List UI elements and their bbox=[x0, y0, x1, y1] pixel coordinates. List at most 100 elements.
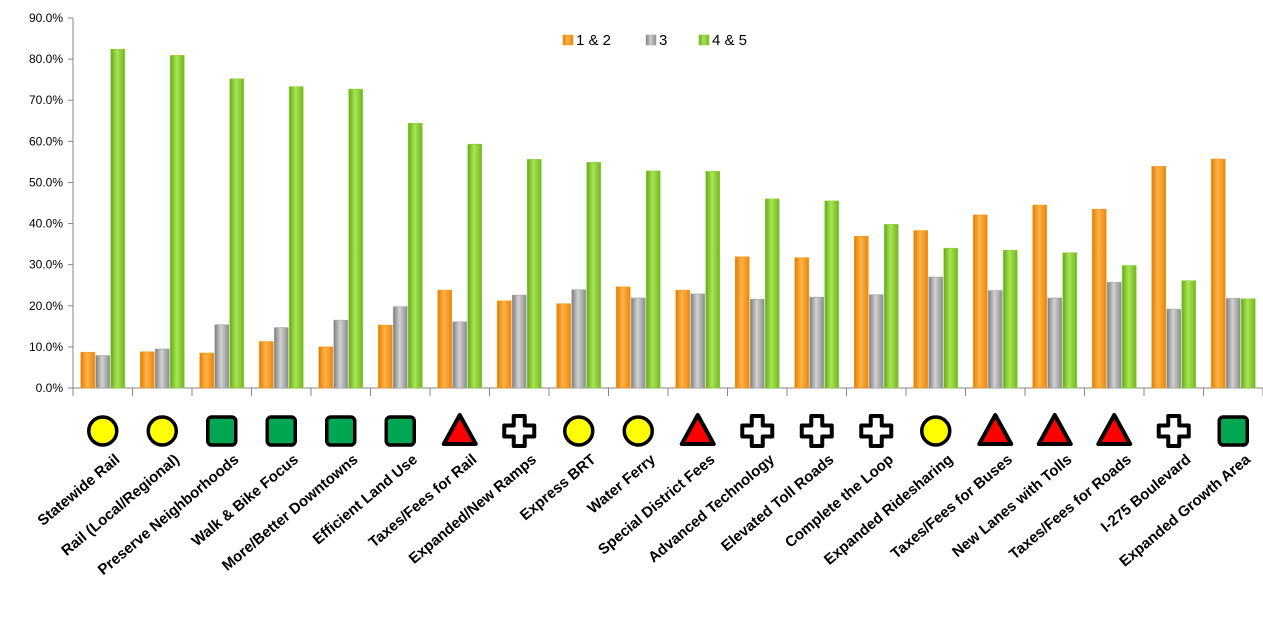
green-square-icon bbox=[384, 415, 416, 447]
bar-1-2-0 bbox=[80, 351, 96, 389]
white-cross-icon bbox=[740, 414, 775, 448]
y-tick-label: 30.0% bbox=[29, 258, 63, 272]
bar-1-2-14 bbox=[913, 230, 929, 389]
bar-4-5-13 bbox=[883, 224, 899, 389]
category-label: Efficient Land Use bbox=[310, 451, 421, 548]
bar-3-12 bbox=[809, 296, 825, 389]
bar-3-3 bbox=[273, 327, 289, 389]
legend-label: 3 bbox=[659, 32, 667, 49]
category-icons bbox=[87, 413, 1249, 448]
bar-1-2-9 bbox=[615, 286, 631, 389]
bar-1-2-11 bbox=[734, 256, 750, 389]
bar-4-5-7 bbox=[526, 159, 542, 389]
bar-4-5-2 bbox=[229, 78, 245, 389]
bar-1-2-8 bbox=[556, 303, 572, 389]
bar-4-5-1 bbox=[169, 55, 185, 389]
green-square-icon bbox=[265, 415, 297, 447]
y-tick-label: 10.0% bbox=[29, 340, 63, 354]
bar-3-13 bbox=[868, 294, 884, 389]
bar-3-15 bbox=[987, 290, 1003, 389]
bar-1-2-10 bbox=[675, 289, 691, 389]
y-tick-label: 50.0% bbox=[29, 175, 63, 189]
bar-1-2-16 bbox=[1032, 204, 1048, 389]
bar-3-11 bbox=[749, 298, 765, 389]
legend-swatch bbox=[562, 34, 574, 46]
bar-3-2 bbox=[214, 324, 230, 389]
red-triangle-icon bbox=[1096, 413, 1133, 446]
bar-1-2-19 bbox=[1210, 158, 1226, 389]
bar-3-5 bbox=[392, 306, 408, 389]
white-cross-icon bbox=[859, 414, 894, 448]
bar-3-0 bbox=[95, 355, 111, 389]
bar-1-2-2 bbox=[199, 352, 215, 389]
bar-3-9 bbox=[630, 297, 646, 389]
y-tick-label: 90.0% bbox=[29, 11, 63, 25]
bar-1-2-3 bbox=[258, 341, 274, 389]
bar-4-5-8 bbox=[586, 162, 602, 389]
yellow-circle-icon bbox=[563, 415, 595, 447]
bar-1-2-1 bbox=[139, 351, 155, 389]
bar-4-5-3 bbox=[288, 86, 304, 389]
bar-4-5-16 bbox=[1062, 252, 1078, 389]
bar-3-17 bbox=[1106, 282, 1122, 389]
green-square-icon bbox=[1217, 415, 1249, 447]
bar-3-19 bbox=[1225, 298, 1241, 389]
bar-4-5-6 bbox=[467, 143, 483, 389]
white-cross-icon bbox=[1156, 414, 1191, 448]
category-label: Elevated Toll Roads bbox=[718, 451, 837, 555]
bar-4-5-17 bbox=[1121, 265, 1137, 389]
bar-3-14 bbox=[928, 276, 944, 389]
bar-4-5-12 bbox=[824, 200, 840, 389]
legend-swatch bbox=[645, 34, 657, 46]
y-tick-label: 70.0% bbox=[29, 93, 63, 107]
white-cross-icon bbox=[502, 414, 537, 448]
bar-3-16 bbox=[1047, 297, 1063, 389]
bar-4-5-4 bbox=[348, 88, 364, 389]
bar-3-10 bbox=[690, 293, 706, 389]
bar-3-1 bbox=[154, 348, 170, 389]
bar-4-5-9 bbox=[645, 170, 661, 389]
bar-4-5-19 bbox=[1240, 298, 1256, 389]
yellow-circle-icon bbox=[622, 415, 654, 447]
y-tick-label: 0.0% bbox=[36, 381, 64, 395]
bar-4-5-10 bbox=[705, 171, 721, 389]
white-cross-icon bbox=[799, 414, 834, 448]
yellow-circle-icon bbox=[146, 415, 178, 447]
yellow-circle-icon bbox=[920, 415, 952, 447]
bar-1-2-12 bbox=[794, 257, 810, 389]
y-tick-label: 60.0% bbox=[29, 134, 63, 148]
bar-1-2-15 bbox=[972, 214, 988, 389]
bar-3-18 bbox=[1166, 308, 1182, 389]
bar-1-2-7 bbox=[496, 300, 512, 389]
bar-3-4 bbox=[333, 319, 349, 389]
bars bbox=[80, 48, 1256, 389]
red-triangle-icon bbox=[1036, 413, 1073, 446]
bar-1-2-18 bbox=[1151, 166, 1167, 389]
bar-4-5-0 bbox=[110, 48, 126, 389]
category-label: Taxes/Fees for Rail bbox=[365, 451, 480, 551]
bar-4-5-15 bbox=[1002, 249, 1018, 389]
legend: 1 & 2 3 4 & 5 bbox=[562, 32, 747, 49]
bar-4-5-14 bbox=[943, 247, 959, 389]
bar-1-2-17 bbox=[1091, 208, 1107, 389]
red-triangle-icon bbox=[679, 413, 716, 446]
legend-label: 4 & 5 bbox=[712, 32, 747, 49]
green-square-icon bbox=[325, 415, 357, 447]
bar-1-2-6 bbox=[437, 289, 453, 389]
bar-3-7 bbox=[511, 294, 527, 389]
bar-4-5-18 bbox=[1181, 280, 1197, 389]
red-triangle-icon bbox=[977, 413, 1014, 446]
bar-3-8 bbox=[571, 289, 587, 389]
bar-1-2-4 bbox=[318, 346, 334, 389]
bar-1-2-5 bbox=[377, 324, 393, 389]
bar-1-2-13 bbox=[853, 236, 869, 389]
green-square-icon bbox=[206, 415, 238, 447]
category-label: Walk & Bike Focus bbox=[189, 451, 302, 550]
bar-4-5-11 bbox=[764, 198, 780, 389]
yellow-circle-icon bbox=[87, 415, 119, 447]
y-tick-label: 80.0% bbox=[29, 52, 63, 66]
y-tick-label: 40.0% bbox=[29, 217, 63, 231]
